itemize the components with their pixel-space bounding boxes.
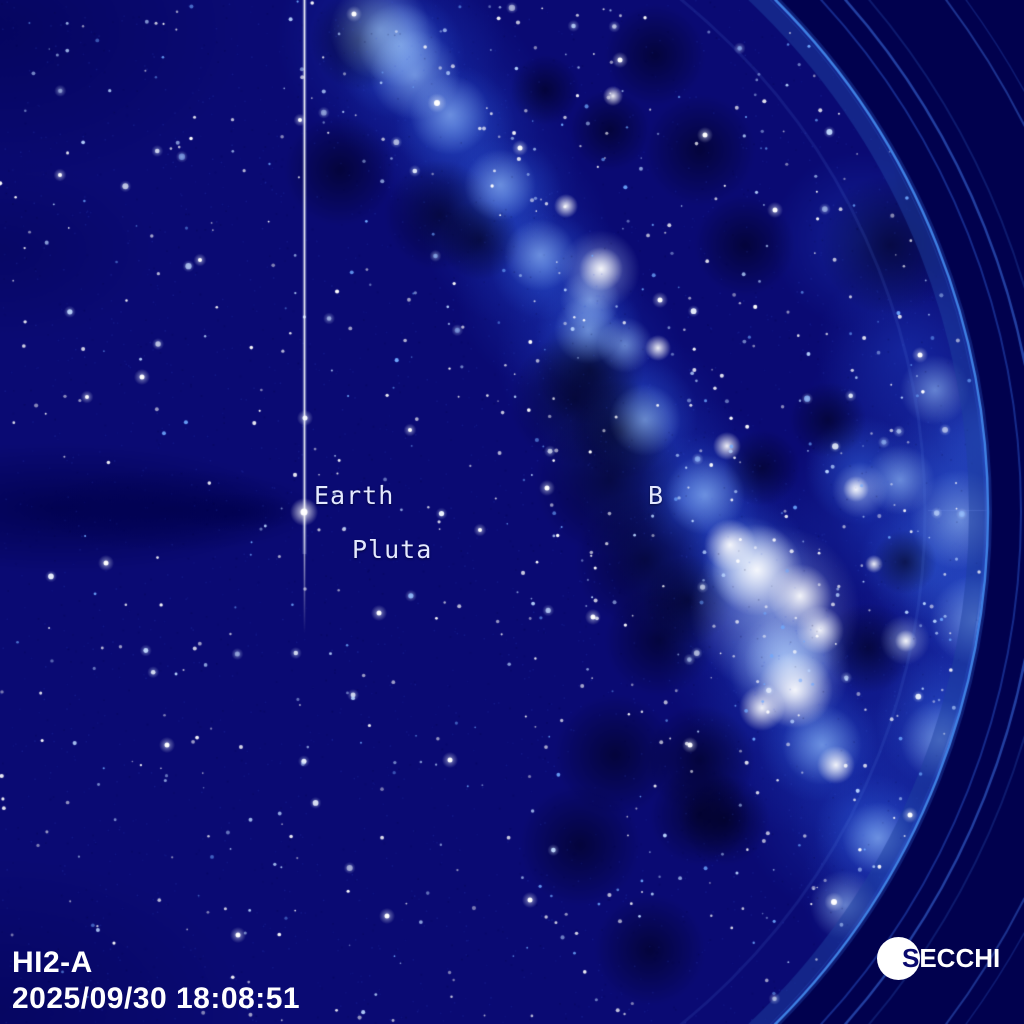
- secchi-logo-circle-icon: [877, 937, 920, 980]
- secchi-logo-letters-rest: ECCHI: [919, 943, 1001, 973]
- timestamp-label: 2025/09/30 18:08:51: [12, 982, 301, 1015]
- annotation-b: B: [648, 481, 665, 510]
- annotation-pluta: Pluta: [352, 535, 433, 564]
- annotation-earth: Earth: [314, 481, 395, 510]
- instrument-label: HI2-A: [12, 946, 93, 979]
- secchi-logo-letter-s: S: [902, 943, 920, 973]
- secchi-logo-text: SECCHI: [902, 945, 1000, 971]
- secchi-logo: SECCHI: [874, 934, 1024, 986]
